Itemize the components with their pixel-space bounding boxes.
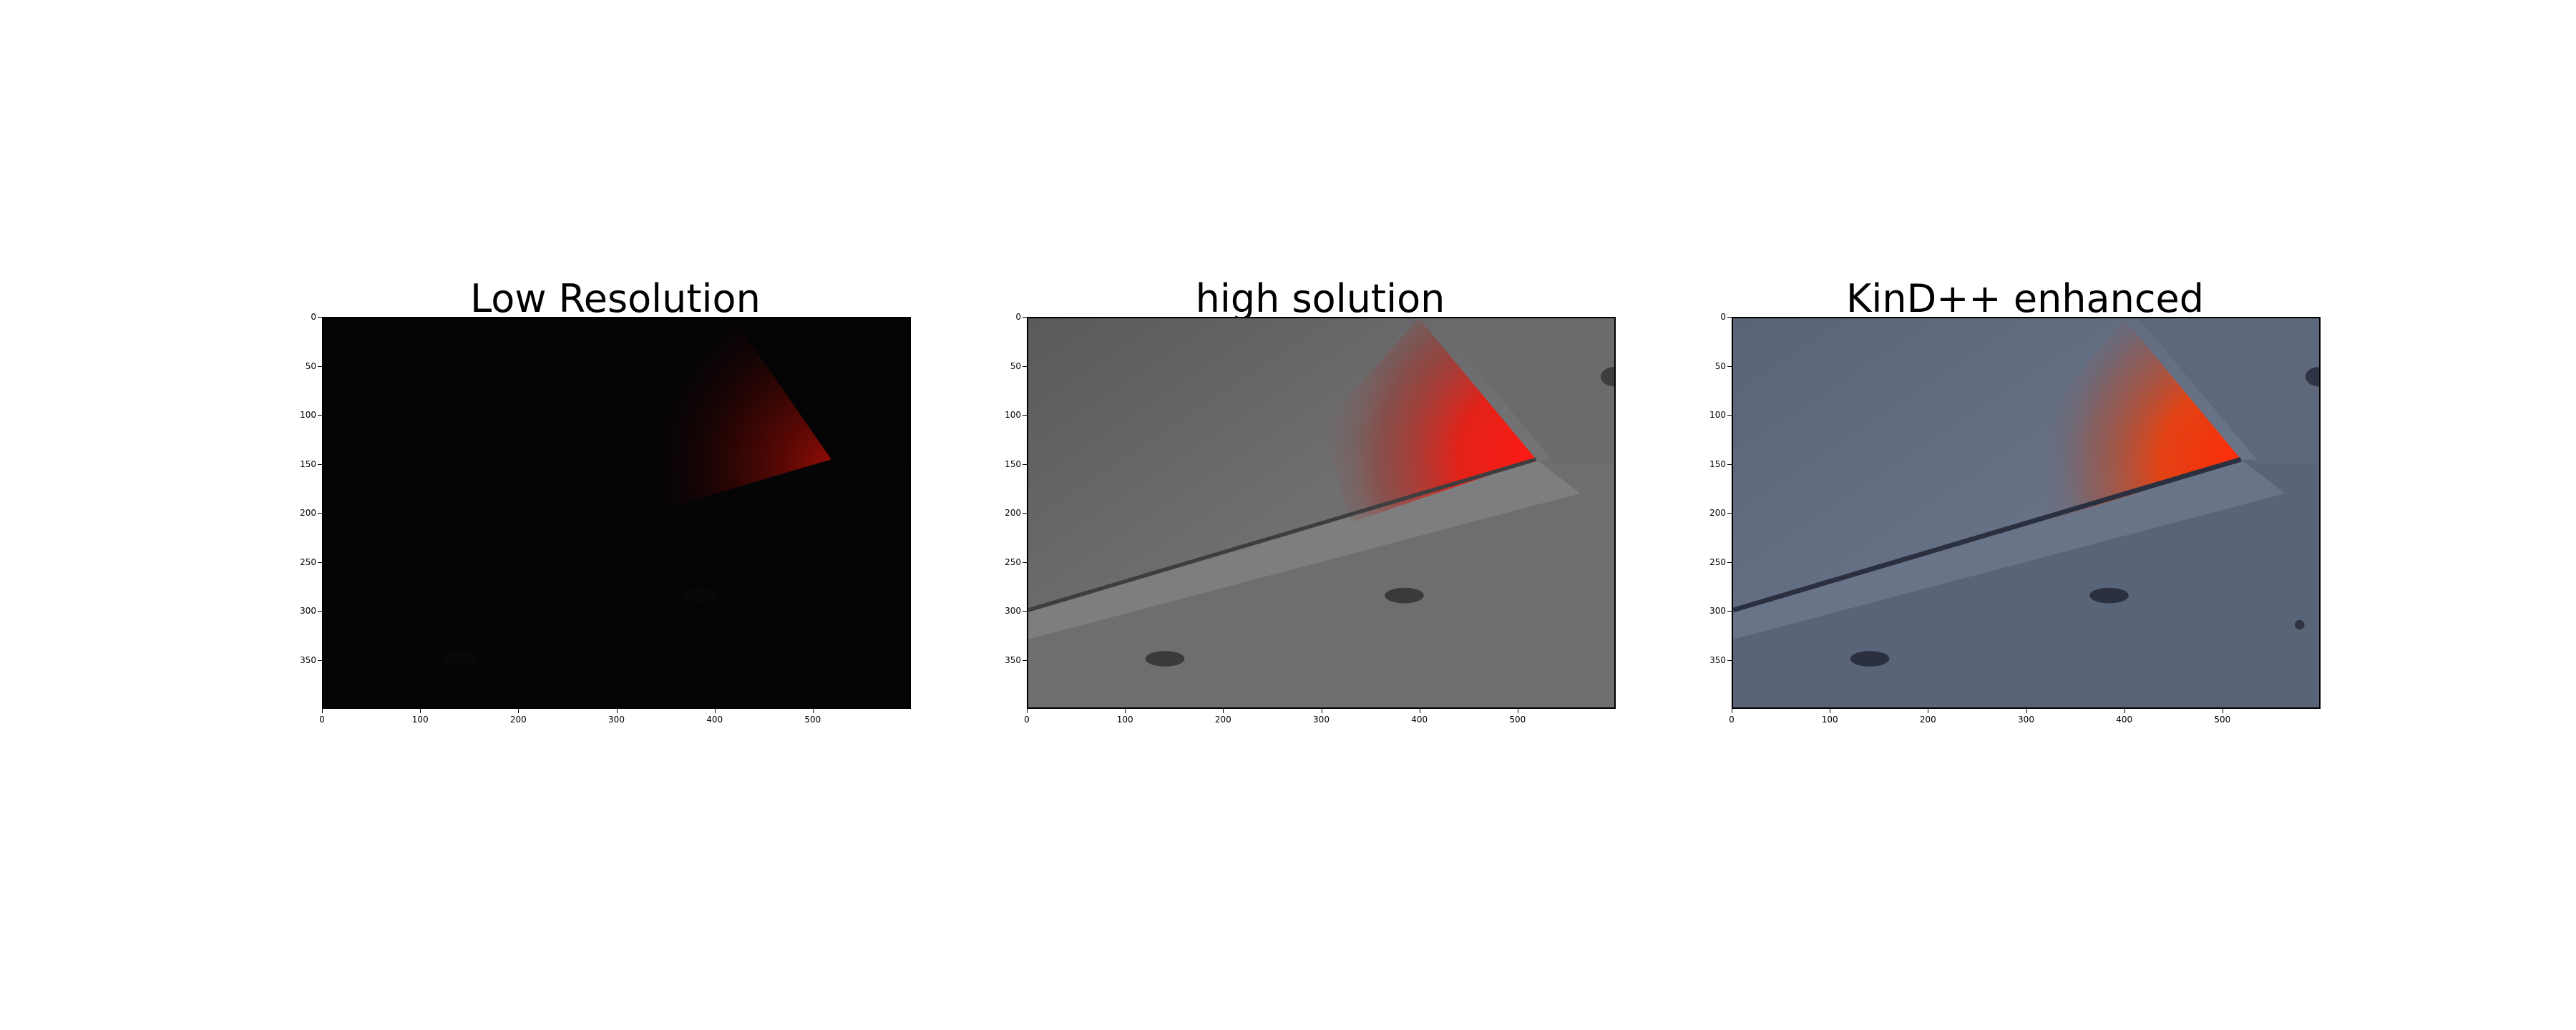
y-tick-mark <box>1023 659 1027 661</box>
x-tick-mark <box>1223 709 1224 713</box>
x-tick-label: 400 <box>2116 715 2133 725</box>
x-tick-label: 300 <box>1313 715 1330 725</box>
x-tick-label: 400 <box>706 715 723 725</box>
x-tick-mark <box>714 709 716 713</box>
x-tick-mark <box>1027 709 1028 713</box>
panel-3-image <box>1732 317 2321 709</box>
panel-1-title: Low Resolution <box>470 276 761 321</box>
y-tick-label: 150 <box>1709 458 1726 469</box>
y-tick-mark <box>1727 464 1732 465</box>
x-tick-mark <box>322 709 323 713</box>
y-tick-label: 300 <box>1709 606 1726 616</box>
y-tick-mark <box>1023 561 1027 563</box>
y-tick-mark <box>1023 611 1027 612</box>
panel-3-title: KinD++ enhanced <box>1845 276 2205 321</box>
y-tick-mark <box>318 659 322 661</box>
y-tick-label: 250 <box>300 556 316 567</box>
panel-1-image <box>322 317 911 709</box>
y-tick-label: 350 <box>1709 654 1726 665</box>
y-tick-label: 0 <box>311 312 316 322</box>
x-tick-label: 0 <box>319 715 325 725</box>
y-tick-label: 200 <box>1709 508 1726 518</box>
y-tick-label: 150 <box>1005 458 1021 469</box>
y-tick-label: 50 <box>305 360 316 371</box>
y-tick-label: 100 <box>300 410 316 420</box>
x-tick-label: 200 <box>1214 715 1231 725</box>
y-tick-mark <box>1727 561 1732 563</box>
y-tick-label: 150 <box>300 458 316 469</box>
x-tick-label: 500 <box>804 715 821 725</box>
y-tick-label: 200 <box>1005 508 1021 518</box>
x-tick-mark <box>616 709 618 713</box>
panel-2-title: high solution <box>1195 276 1445 321</box>
y-tick-mark <box>318 366 322 367</box>
y-tick-label: 50 <box>1010 360 1021 371</box>
x-tick-label: 100 <box>1116 715 1133 725</box>
x-tick-label: 200 <box>509 715 527 725</box>
y-tick-label: 250 <box>1709 556 1726 567</box>
y-tick-mark <box>1023 366 1027 367</box>
x-tick-mark <box>2124 709 2125 713</box>
y-tick-label: 250 <box>1005 556 1021 567</box>
panel-2-image <box>1027 317 1616 709</box>
y-tick-mark <box>1023 317 1027 318</box>
y-tick-label: 50 <box>1714 360 1726 371</box>
y-tick-mark <box>1727 366 1732 367</box>
x-tick-mark <box>518 709 519 713</box>
x-tick-label: 100 <box>1821 715 1838 725</box>
x-tick-mark <box>2026 709 2027 713</box>
y-tick-mark <box>1727 513 1732 514</box>
y-tick-mark <box>1727 659 1732 661</box>
y-tick-mark <box>1023 464 1027 465</box>
y-tick-mark <box>1727 415 1732 416</box>
y-tick-mark <box>1023 415 1027 416</box>
y-tick-mark <box>318 464 322 465</box>
x-tick-label: 200 <box>1919 715 1936 725</box>
y-tick-mark <box>318 317 322 318</box>
x-tick-label: 400 <box>1411 715 1428 725</box>
y-tick-mark <box>318 415 322 416</box>
y-tick-mark <box>1023 513 1027 514</box>
y-tick-mark <box>1727 611 1732 612</box>
x-tick-label: 300 <box>608 715 625 725</box>
y-tick-mark <box>1727 317 1732 318</box>
x-tick-mark <box>812 709 814 713</box>
x-tick-label: 0 <box>1729 715 1735 725</box>
y-tick-mark <box>318 561 322 563</box>
y-tick-label: 300 <box>1005 606 1021 616</box>
y-tick-label: 100 <box>1709 410 1726 420</box>
y-tick-label: 200 <box>300 508 316 518</box>
y-tick-mark <box>318 513 322 514</box>
x-tick-label: 500 <box>1509 715 1526 725</box>
x-tick-mark <box>1125 709 1126 713</box>
y-tick-label: 0 <box>1015 312 1021 322</box>
x-tick-label: 100 <box>411 715 429 725</box>
x-tick-label: 500 <box>2214 715 2231 725</box>
y-tick-label: 350 <box>1005 654 1021 665</box>
y-tick-label: 300 <box>300 606 316 616</box>
y-tick-mark <box>318 611 322 612</box>
x-tick-label: 0 <box>1024 715 1030 725</box>
x-tick-mark <box>420 709 421 713</box>
x-tick-label: 300 <box>2018 715 2034 725</box>
y-tick-label: 0 <box>1720 312 1726 322</box>
y-tick-label: 350 <box>300 654 316 665</box>
y-tick-label: 100 <box>1005 410 1021 420</box>
